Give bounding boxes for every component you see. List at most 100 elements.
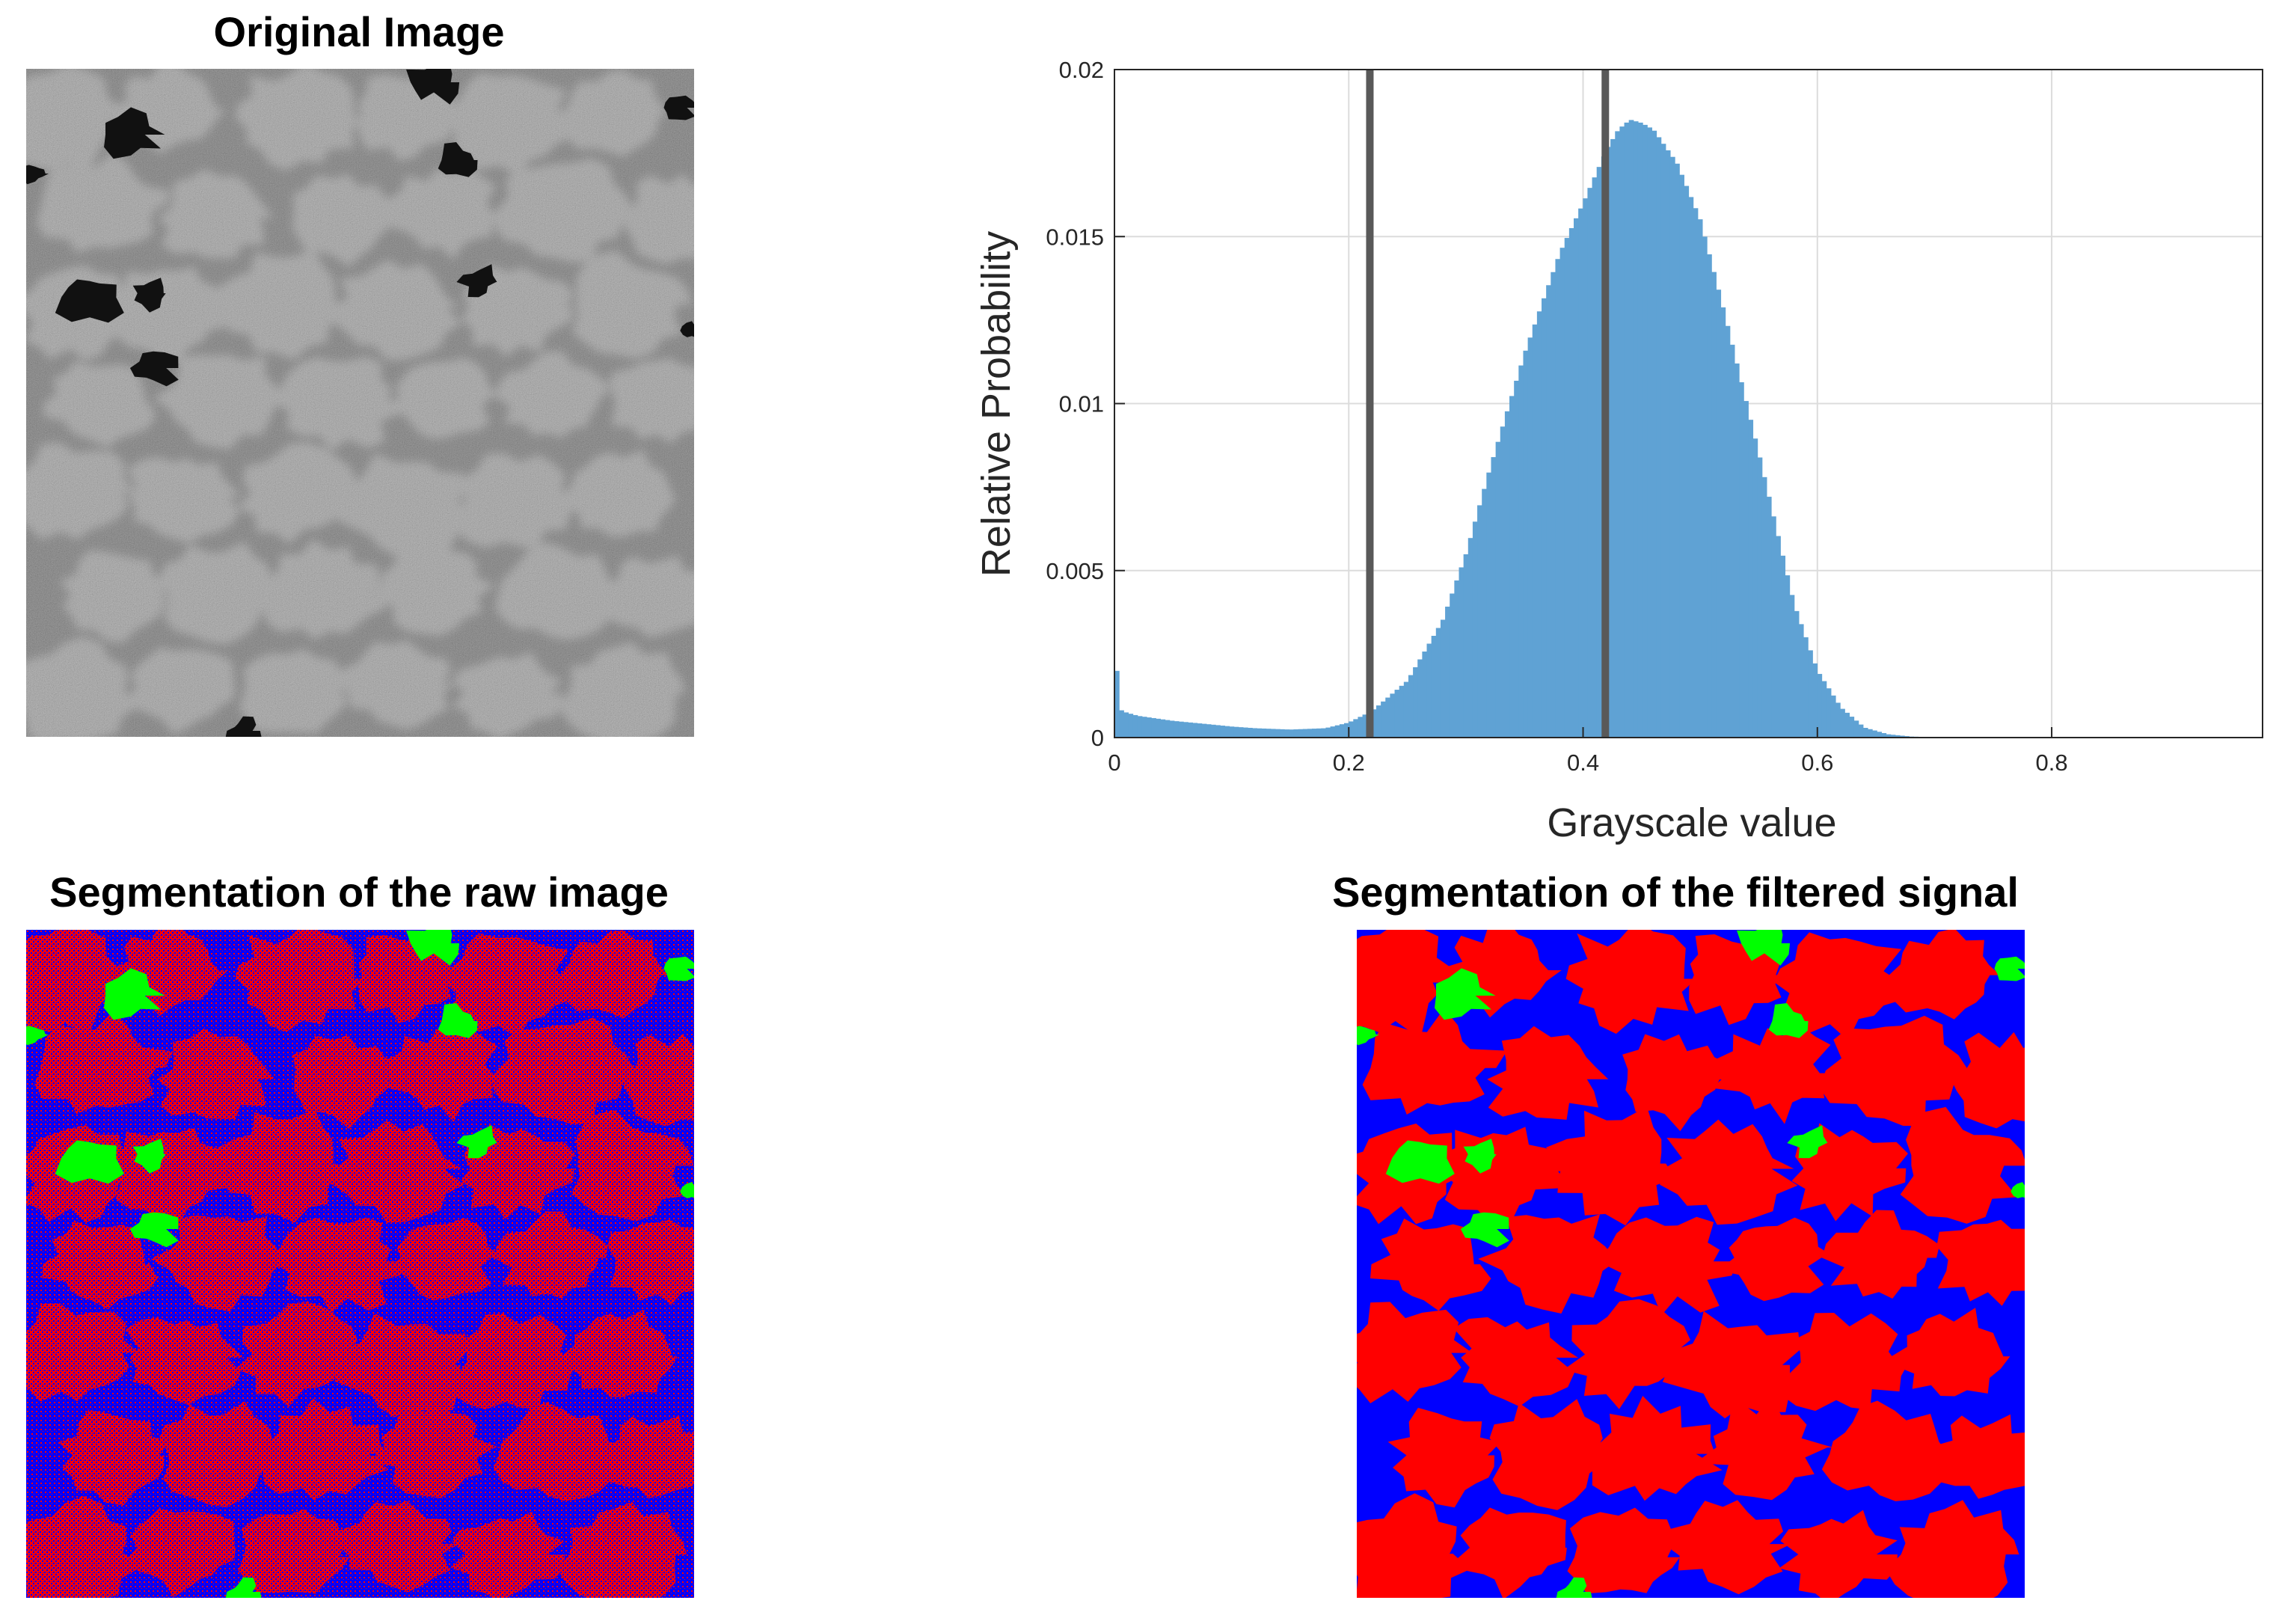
histogram-bar [1688,197,1694,738]
histogram-bar [1160,719,1166,738]
histogram-bar [1643,124,1648,738]
histogram-bar [1504,411,1510,738]
histogram-bar [1385,697,1390,738]
grain-region [1362,1008,1507,1115]
grain-region [1711,1026,1835,1124]
histogram-bar [1169,720,1175,738]
histogram-bar [1284,729,1289,738]
histogram-bar [1339,724,1345,738]
histogram-bar [1752,438,1758,738]
x-axis-label: Grayscale value [1547,800,1836,845]
histogram-bar [1803,637,1809,738]
grain-region [1889,930,2001,1020]
filtered-segmentation-image [1357,930,2025,1598]
histogram-bar [1220,726,1225,738]
histogram-bar [1422,651,1428,738]
grain-region [334,1313,468,1418]
histogram-bar [1233,726,1239,738]
grain-region [559,930,669,1019]
histogram-bar [1559,248,1565,738]
histogram-bar [1734,363,1740,738]
pore-region [225,716,262,737]
grain-region [493,1402,624,1501]
grain-region [1454,1507,1567,1598]
histogram-bar [1445,606,1450,738]
histogram-bar [1467,538,1473,738]
histogram-bar [1684,186,1690,738]
x-ticks: 0 0.2 0.4 0.6 0.8 [1108,727,2068,776]
x-tick-label: 0.4 [1567,750,1599,776]
pore-region [1768,1003,1809,1038]
histogram-bar [1119,710,1124,738]
pore-region [129,1212,179,1248]
histogram-bar [1371,709,1377,738]
x-tick-label: 0 [1108,750,1120,776]
grain-region [1563,1299,1693,1409]
histogram-bar [1844,712,1850,738]
histogram-bar [1114,670,1120,738]
y-tick-label: 0.015 [1046,224,1104,250]
pore-region [663,956,694,981]
grain-region [1773,932,1908,1041]
histogram-bar [1261,728,1267,738]
original-image [26,69,694,737]
histogram-bar [1523,350,1529,738]
histogram-bar [1316,728,1322,738]
grain-region [42,1220,158,1310]
histogram-bar [1403,681,1409,738]
histogram-bar [1872,730,1877,738]
histogram-bar [1426,643,1432,738]
histogram-bar [1408,675,1414,738]
histogram-bar [1780,555,1786,738]
grain-region [1934,1414,2025,1499]
histogram-bar [1720,307,1726,738]
grain-region [444,933,575,1039]
histogram-bar [1463,554,1469,738]
x-tick-label: 0.6 [1801,750,1833,776]
pore-region [26,1026,49,1046]
histogram-bar [1362,714,1368,738]
histogram-bar [1224,726,1230,738]
pore-region [1737,930,1791,966]
histogram-bar [1132,714,1138,738]
grain-region [26,1495,138,1598]
grain-region [557,1501,687,1598]
pore-region [1463,1139,1497,1174]
grain-region [1694,1396,1833,1501]
histogram-bar [1679,174,1684,738]
histogram-bar [1206,724,1212,738]
histogram-bar [1242,727,1248,738]
pore-region [2011,1182,2025,1198]
histogram-bar [1610,138,1616,738]
histogram-bar [1229,726,1235,738]
grain-region [1387,1408,1500,1508]
histogram-bar [1707,254,1712,738]
grain-region [34,1011,174,1115]
histogram-bar [1739,382,1744,738]
histogram-bar [1647,127,1652,738]
pore-region [104,107,165,159]
grain-region [253,1398,389,1501]
histogram-bar [1551,272,1556,738]
pore-region [55,1140,124,1184]
histogram-chart: 0 0.2 0.4 0.6 0.8 0 0.005 0.01 0.015 0.02 Graysc… [974,57,2263,845]
histogram-bar [1725,325,1731,738]
histogram-bar [1358,717,1364,738]
histogram-bar [1583,198,1589,738]
histogram-bar [1174,721,1180,738]
grain-region [571,1109,694,1222]
pore-region [26,165,49,185]
grain-region [561,1309,678,1397]
histogram-bar [1128,714,1134,738]
histogram-bar [1564,238,1570,738]
histogram-bar [1156,718,1161,738]
pore-region [1556,1577,1592,1598]
histogram-bar [1201,723,1207,738]
histogram-bar [1275,729,1280,738]
pore-region [1435,968,1496,1020]
pore-region [225,1577,262,1598]
histogram-bar [1302,729,1308,738]
grain-region [125,1508,236,1598]
histogram-bar [1532,324,1538,738]
grain-region [453,1314,577,1410]
